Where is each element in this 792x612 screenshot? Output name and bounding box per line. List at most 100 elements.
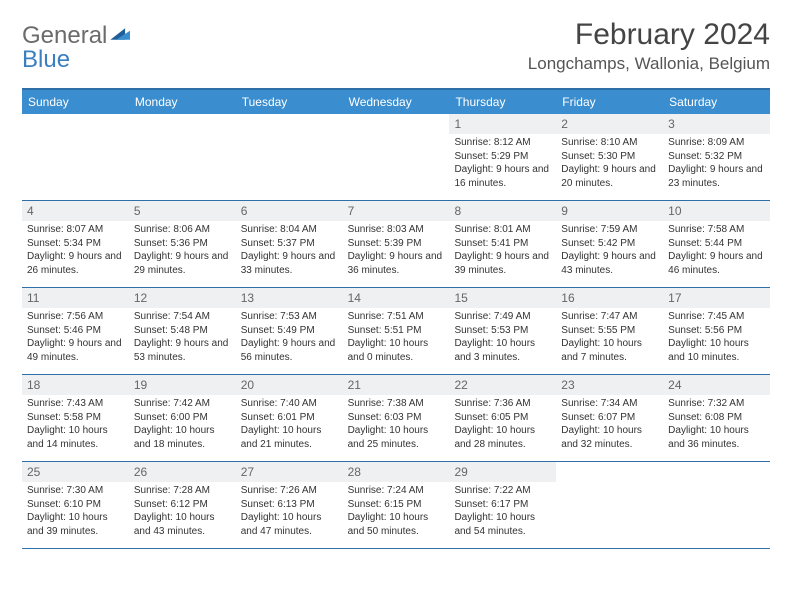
weeks-container: ....1Sunrise: 8:12 AMSunset: 5:29 PMDayl… [22,114,770,549]
sunrise-text: Sunrise: 7:58 AM [668,223,765,237]
daylight-text: Daylight: 10 hours and 0 minutes. [348,337,445,364]
daylight-text: Daylight: 9 hours and 39 minutes. [454,250,551,277]
calendar-cell: . [663,462,770,548]
calendar: Sunday Monday Tuesday Wednesday Thursday… [22,88,770,549]
day-number: 9 [556,201,663,221]
daylight-text: Daylight: 9 hours and 43 minutes. [561,250,658,277]
day-header: Thursday [449,90,556,114]
sunset-text: Sunset: 5:41 PM [454,237,551,251]
brand-logo: GeneralBlue [22,18,133,72]
sunrise-text: Sunrise: 7:56 AM [27,310,124,324]
sunrise-text: Sunrise: 8:12 AM [454,136,551,150]
calendar-cell: 21Sunrise: 7:38 AMSunset: 6:03 PMDayligh… [343,375,450,461]
sunset-text: Sunset: 5:55 PM [561,324,658,338]
week-row: 18Sunrise: 7:43 AMSunset: 5:58 PMDayligh… [22,375,770,462]
calendar-cell: 26Sunrise: 7:28 AMSunset: 6:12 PMDayligh… [129,462,236,548]
cell-body: Sunrise: 7:54 AMSunset: 5:48 PMDaylight:… [129,310,236,367]
calendar-cell: 24Sunrise: 7:32 AMSunset: 6:08 PMDayligh… [663,375,770,461]
sunrise-text: Sunrise: 7:36 AM [454,397,551,411]
week-row: 4Sunrise: 8:07 AMSunset: 5:34 PMDaylight… [22,201,770,288]
brand-part1: General [22,22,107,49]
calendar-cell: . [236,114,343,200]
day-number: 25 [22,462,129,482]
daylight-text: Daylight: 9 hours and 29 minutes. [134,250,231,277]
day-header: Tuesday [236,90,343,114]
sunrise-text: Sunrise: 8:10 AM [561,136,658,150]
daylight-text: Daylight: 10 hours and 39 minutes. [27,511,124,538]
sunset-text: Sunset: 5:36 PM [134,237,231,251]
sunset-text: Sunset: 5:39 PM [348,237,445,251]
day-number: 8 [449,201,556,221]
day-number: 11 [22,288,129,308]
cell-body: Sunrise: 7:24 AMSunset: 6:15 PMDaylight:… [343,484,450,541]
cell-body: Sunrise: 7:26 AMSunset: 6:13 PMDaylight:… [236,484,343,541]
sunset-text: Sunset: 5:44 PM [668,237,765,251]
day-number: 6 [236,201,343,221]
daylight-text: Daylight: 9 hours and 46 minutes. [668,250,765,277]
sunrise-text: Sunrise: 8:06 AM [134,223,231,237]
sunrise-text: Sunrise: 7:45 AM [668,310,765,324]
cell-body: Sunrise: 7:45 AMSunset: 5:56 PMDaylight:… [663,310,770,367]
sunrise-text: Sunrise: 7:54 AM [134,310,231,324]
sunrise-text: Sunrise: 8:03 AM [348,223,445,237]
calendar-cell: 16Sunrise: 7:47 AMSunset: 5:55 PMDayligh… [556,288,663,374]
sunset-text: Sunset: 5:48 PM [134,324,231,338]
calendar-cell: 9Sunrise: 7:59 AMSunset: 5:42 PMDaylight… [556,201,663,287]
day-header: Sunday [22,90,129,114]
daylight-text: Daylight: 10 hours and 36 minutes. [668,424,765,451]
week-row: ....1Sunrise: 8:12 AMSunset: 5:29 PMDayl… [22,114,770,201]
calendar-cell: 2Sunrise: 8:10 AMSunset: 5:30 PMDaylight… [556,114,663,200]
sunrise-text: Sunrise: 7:43 AM [27,397,124,411]
cell-body: Sunrise: 8:09 AMSunset: 5:32 PMDaylight:… [663,136,770,193]
day-number: 17 [663,288,770,308]
cell-body: Sunrise: 7:47 AMSunset: 5:55 PMDaylight:… [556,310,663,367]
calendar-cell: 18Sunrise: 7:43 AMSunset: 5:58 PMDayligh… [22,375,129,461]
daylight-text: Daylight: 9 hours and 49 minutes. [27,337,124,364]
calendar-cell: 15Sunrise: 7:49 AMSunset: 5:53 PMDayligh… [449,288,556,374]
daylight-text: Daylight: 10 hours and 32 minutes. [561,424,658,451]
calendar-cell: 22Sunrise: 7:36 AMSunset: 6:05 PMDayligh… [449,375,556,461]
sunset-text: Sunset: 6:12 PM [134,498,231,512]
sunrise-text: Sunrise: 7:40 AM [241,397,338,411]
cell-body: Sunrise: 8:07 AMSunset: 5:34 PMDaylight:… [22,223,129,280]
cell-body: Sunrise: 7:58 AMSunset: 5:44 PMDaylight:… [663,223,770,280]
calendar-cell: 28Sunrise: 7:24 AMSunset: 6:15 PMDayligh… [343,462,450,548]
day-number: 24 [663,375,770,395]
daylight-text: Daylight: 9 hours and 36 minutes. [348,250,445,277]
sunrise-text: Sunrise: 8:04 AM [241,223,338,237]
cell-body: Sunrise: 7:28 AMSunset: 6:12 PMDaylight:… [129,484,236,541]
cell-body: Sunrise: 7:32 AMSunset: 6:08 PMDaylight:… [663,397,770,454]
calendar-cell: 1Sunrise: 8:12 AMSunset: 5:29 PMDaylight… [449,114,556,200]
sunrise-text: Sunrise: 7:34 AM [561,397,658,411]
sunset-text: Sunset: 6:13 PM [241,498,338,512]
daylight-text: Daylight: 10 hours and 54 minutes. [454,511,551,538]
daylight-text: Daylight: 10 hours and 25 minutes. [348,424,445,451]
sunrise-text: Sunrise: 7:49 AM [454,310,551,324]
sunrise-text: Sunrise: 8:01 AM [454,223,551,237]
calendar-cell: 17Sunrise: 7:45 AMSunset: 5:56 PMDayligh… [663,288,770,374]
day-number: 27 [236,462,343,482]
calendar-cell: 12Sunrise: 7:54 AMSunset: 5:48 PMDayligh… [129,288,236,374]
calendar-cell: 20Sunrise: 7:40 AMSunset: 6:01 PMDayligh… [236,375,343,461]
cell-body: Sunrise: 7:51 AMSunset: 5:51 PMDaylight:… [343,310,450,367]
sunset-text: Sunset: 5:58 PM [27,411,124,425]
daylight-text: Daylight: 10 hours and 43 minutes. [134,511,231,538]
calendar-cell: 25Sunrise: 7:30 AMSunset: 6:10 PMDayligh… [22,462,129,548]
location: Longchamps, Wallonia, Belgium [528,54,770,74]
day-number: 4 [22,201,129,221]
daylight-text: Daylight: 10 hours and 7 minutes. [561,337,658,364]
calendar-cell: 6Sunrise: 8:04 AMSunset: 5:37 PMDaylight… [236,201,343,287]
header: GeneralBlue February 2024 Longchamps, Wa… [22,18,770,74]
cell-body: Sunrise: 8:06 AMSunset: 5:36 PMDaylight:… [129,223,236,280]
cell-body: Sunrise: 7:36 AMSunset: 6:05 PMDaylight:… [449,397,556,454]
daylight-text: Daylight: 9 hours and 56 minutes. [241,337,338,364]
sunset-text: Sunset: 5:29 PM [454,150,551,164]
cell-body: Sunrise: 7:42 AMSunset: 6:00 PMDaylight:… [129,397,236,454]
calendar-cell: . [22,114,129,200]
sunset-text: Sunset: 6:05 PM [454,411,551,425]
day-number: 28 [343,462,450,482]
cell-body: Sunrise: 7:49 AMSunset: 5:53 PMDaylight:… [449,310,556,367]
daylight-text: Daylight: 10 hours and 50 minutes. [348,511,445,538]
calendar-cell: 11Sunrise: 7:56 AMSunset: 5:46 PMDayligh… [22,288,129,374]
sunset-text: Sunset: 5:32 PM [668,150,765,164]
